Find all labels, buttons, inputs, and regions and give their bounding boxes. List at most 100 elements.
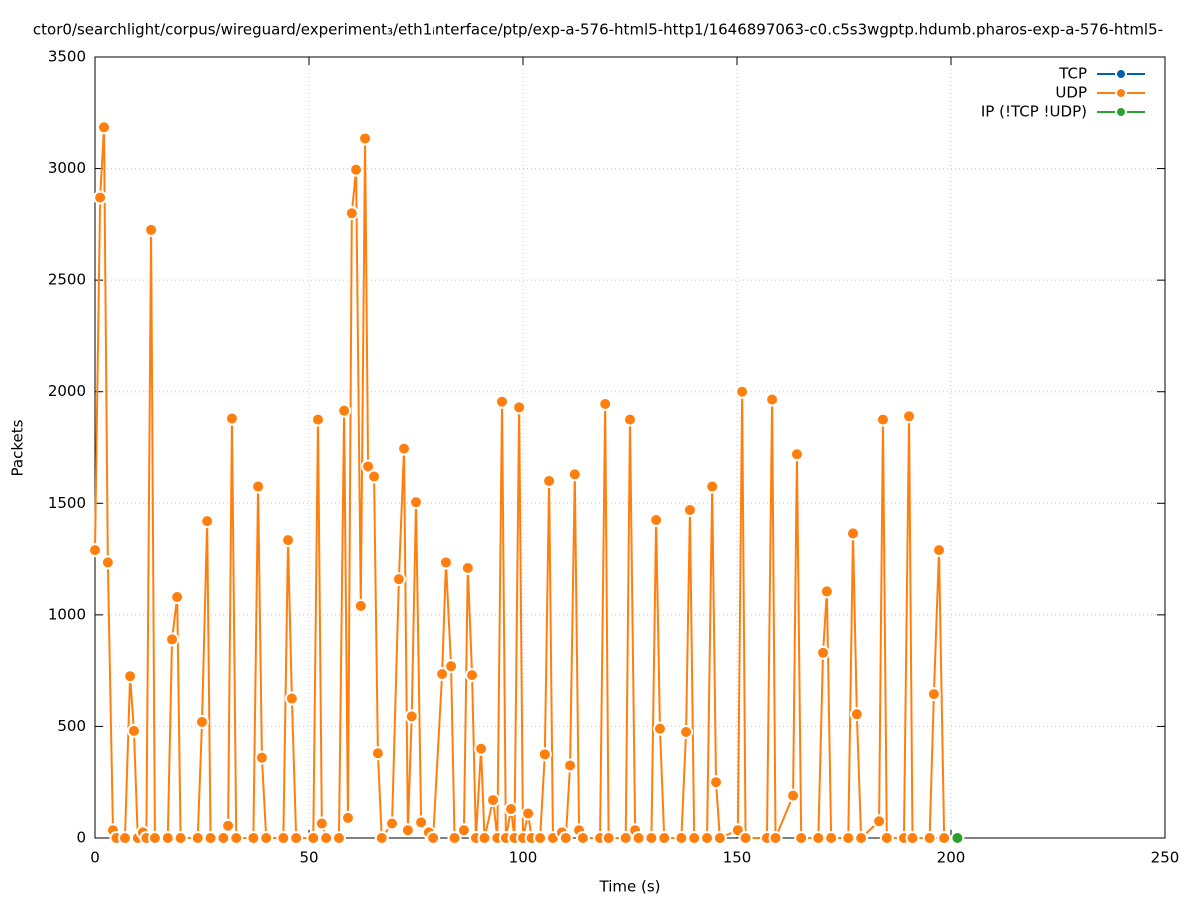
data-point xyxy=(221,818,236,833)
data-point xyxy=(674,831,689,845)
data-point xyxy=(438,555,453,570)
data-point xyxy=(344,206,359,221)
data-point xyxy=(567,467,582,482)
data-point xyxy=(598,396,613,411)
data-point xyxy=(246,831,261,845)
data-point xyxy=(872,814,887,829)
data-point xyxy=(849,707,864,722)
data-point xyxy=(404,709,419,724)
data-point xyxy=(824,831,839,845)
data-point xyxy=(932,543,947,558)
data-point xyxy=(276,831,291,845)
data-point xyxy=(950,831,965,845)
x-tick-label: 250 xyxy=(1151,849,1180,867)
y-tick-label: 1000 xyxy=(48,605,86,623)
data-point xyxy=(370,746,385,761)
data-point xyxy=(679,725,694,740)
y-tick-label: 2500 xyxy=(48,271,86,289)
data-point xyxy=(144,222,159,237)
data-point xyxy=(623,412,637,427)
data-point xyxy=(819,584,834,599)
x-tick-label: 150 xyxy=(723,849,752,867)
data-point xyxy=(652,721,667,736)
data-point xyxy=(319,831,334,845)
data-point xyxy=(310,412,325,427)
data-point xyxy=(96,120,111,135)
data-point xyxy=(705,479,720,494)
data-point xyxy=(712,831,727,845)
data-point xyxy=(100,555,115,570)
data-point xyxy=(504,801,519,816)
data-point xyxy=(340,810,355,825)
legend-swatch xyxy=(1115,68,1127,80)
data-point xyxy=(361,459,376,474)
data-point xyxy=(414,815,429,830)
legend-label: UDP xyxy=(1055,84,1087,102)
x-tick-label: 0 xyxy=(90,849,100,867)
data-point xyxy=(397,441,412,456)
data-point xyxy=(400,823,415,838)
y-axis-label: Packets xyxy=(9,419,27,476)
data-point xyxy=(251,479,266,494)
data-point xyxy=(735,384,750,399)
data-point xyxy=(229,831,244,845)
data-point xyxy=(644,831,659,845)
data-point xyxy=(160,831,175,845)
data-point xyxy=(391,572,406,587)
data-point xyxy=(879,831,894,845)
data-point xyxy=(905,831,920,845)
data-point xyxy=(306,831,321,845)
y-tick-label: 3000 xyxy=(48,159,86,177)
x-tick-label: 200 xyxy=(937,849,966,867)
data-point xyxy=(435,666,450,681)
legend-label: IP (!TCP !UDP) xyxy=(981,103,1087,121)
data-point xyxy=(687,831,702,845)
data-point xyxy=(456,823,471,838)
data-point xyxy=(281,533,296,548)
data-point xyxy=(224,411,239,426)
x-tick-label: 50 xyxy=(299,849,318,867)
data-point xyxy=(254,750,269,765)
data-point xyxy=(170,590,185,605)
data-point xyxy=(426,831,441,845)
data-point xyxy=(165,632,180,647)
data-point xyxy=(512,400,527,415)
data-point xyxy=(444,659,459,674)
data-point xyxy=(173,831,188,845)
data-point xyxy=(937,831,952,845)
legend-swatch xyxy=(1115,87,1127,99)
data-point xyxy=(374,831,389,845)
data-point xyxy=(738,831,753,845)
data-point xyxy=(575,831,590,845)
data-point xyxy=(486,793,501,808)
data-point xyxy=(789,447,804,462)
data-point xyxy=(200,514,215,529)
y-tick-label: 3500 xyxy=(48,48,86,66)
y-tick-label: 0 xyxy=(76,829,86,847)
data-point xyxy=(474,741,489,756)
data-point xyxy=(190,831,205,845)
chart-title: ctor0/searchlight/corpus/wireguard/exper… xyxy=(33,21,1163,39)
data-point xyxy=(811,831,826,845)
data-point xyxy=(922,831,937,845)
data-point xyxy=(358,131,373,146)
data-point xyxy=(854,831,869,845)
data-point xyxy=(649,513,664,528)
data-point xyxy=(682,502,697,517)
data-point xyxy=(123,669,138,684)
data-point xyxy=(537,747,552,762)
data-point xyxy=(460,560,475,575)
data-point xyxy=(794,831,809,845)
data-point xyxy=(203,831,218,845)
legend-swatch xyxy=(1115,106,1127,118)
data-point xyxy=(926,687,941,702)
data-point xyxy=(563,758,578,773)
data-point xyxy=(845,526,860,541)
data-point xyxy=(259,831,274,845)
data-point xyxy=(385,816,400,831)
data-point xyxy=(117,831,132,845)
data-point xyxy=(816,645,831,660)
data-point xyxy=(709,775,724,790)
data-point xyxy=(558,831,573,845)
data-point xyxy=(147,831,162,845)
